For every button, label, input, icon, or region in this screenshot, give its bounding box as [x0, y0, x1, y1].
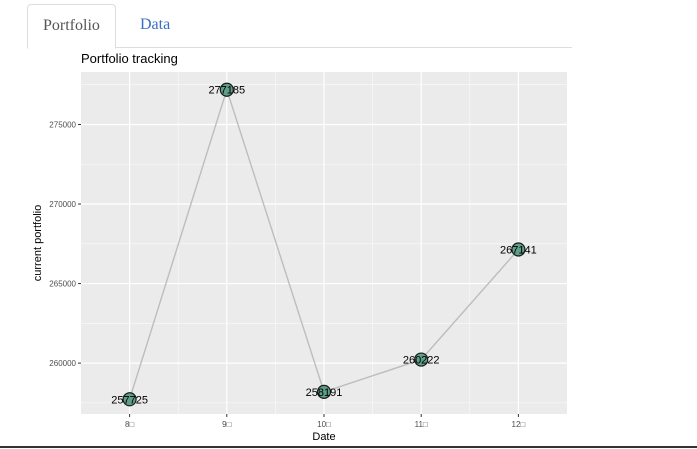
- data-point: [414, 352, 429, 367]
- bottom-rule: [0, 446, 697, 448]
- data-points: [122, 82, 526, 407]
- data-label: 277185: [208, 85, 245, 97]
- tab-data[interactable]: Data: [140, 16, 171, 33]
- y-tick-label: 270000: [49, 200, 76, 209]
- chart-title: Portfolio tracking: [81, 51, 178, 66]
- x-tick-label: 9□: [222, 420, 231, 429]
- data-label: 267141: [500, 245, 537, 257]
- y-axis: 260000 265000 270000 275000: [49, 120, 81, 368]
- x-tick-label: 8□: [125, 420, 134, 429]
- x-axis-title: Date: [312, 431, 335, 443]
- data-label: 258191: [306, 387, 343, 399]
- tab-bar: Portfolio Data: [27, 4, 572, 49]
- tab-portfolio[interactable]: Portfolio: [27, 4, 116, 49]
- y-tick-label: 275000: [49, 120, 76, 129]
- data-label: 257725: [111, 394, 148, 406]
- y-tick-label: 265000: [49, 280, 76, 289]
- data-label: 260222: [403, 355, 440, 367]
- y-tick-label: 260000: [49, 359, 76, 368]
- grid-major: [81, 72, 567, 414]
- data-point: [511, 242, 526, 257]
- data-point: [316, 384, 332, 399]
- data-point: [122, 392, 137, 407]
- x-axis: 8□ 9□ 10□ 11□ 12□: [125, 414, 525, 429]
- x-tick-label: 12□: [512, 420, 526, 429]
- x-tick-label: 10□: [317, 420, 331, 429]
- y-axis-title: current portfolio: [32, 205, 44, 281]
- x-tick-label: 11□: [415, 420, 428, 429]
- data-point: [219, 82, 234, 97]
- data-labels: 257725 277185 258191 260222 267141: [111, 85, 537, 407]
